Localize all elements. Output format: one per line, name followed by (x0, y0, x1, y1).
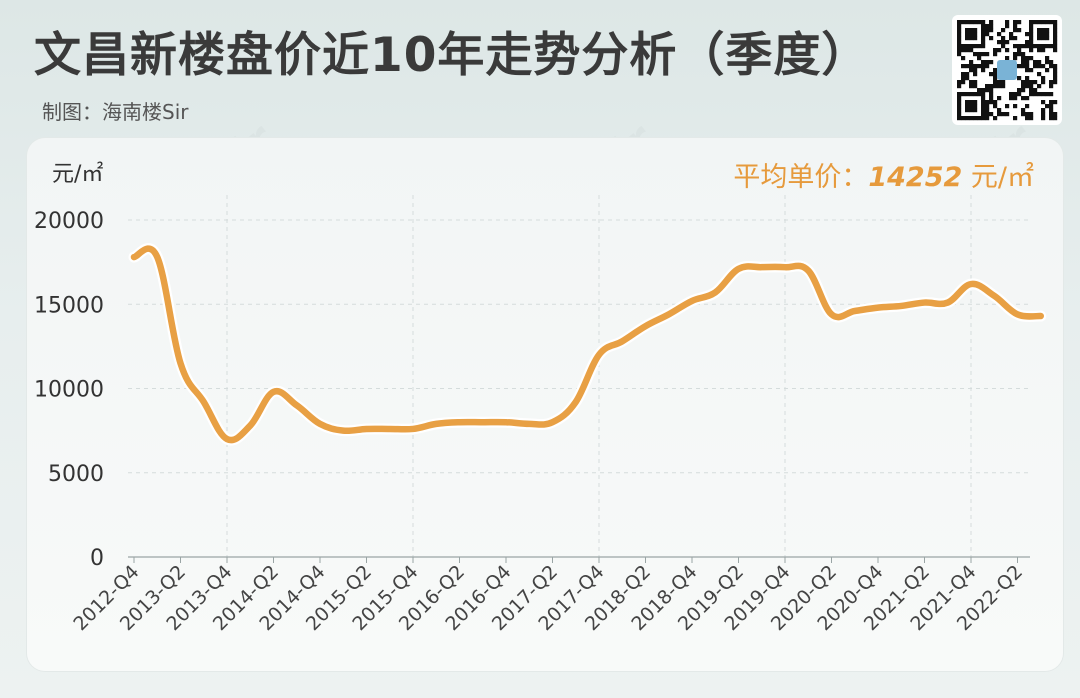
data-point (155, 254, 160, 260)
grid-layer (128, 195, 1030, 557)
series-line (130, 245, 1044, 444)
data-point (410, 426, 416, 432)
data-point (806, 268, 811, 273)
data-point (852, 308, 857, 314)
data-point (224, 436, 230, 442)
data-point (527, 421, 532, 427)
data-point (922, 300, 927, 305)
data-point (945, 300, 950, 305)
qr-code-icon (957, 20, 1058, 121)
qr-code (952, 15, 1062, 125)
data-point (736, 266, 741, 272)
data-point (782, 264, 788, 270)
line-layer (128, 243, 1047, 446)
data-point (689, 298, 695, 304)
data-point (271, 389, 276, 395)
y-tick-label: 10000 (34, 378, 104, 403)
page-title: 文昌新楼盘价近10年走势分析（季度） (34, 28, 870, 83)
data-point (248, 423, 253, 428)
data-point (434, 421, 439, 427)
data-point (503, 420, 509, 425)
y-tick-label: 15000 (34, 293, 104, 318)
data-point (317, 421, 323, 427)
data-point (968, 281, 974, 287)
data-point (387, 426, 392, 432)
data-point (341, 428, 346, 433)
series-line-halo (128, 243, 1047, 446)
average-price-label: 平均单价： (733, 162, 869, 193)
y-tick-label: 0 (90, 546, 104, 571)
page-subtitle: 制图：海南楼Sir (42, 100, 189, 124)
data-point (550, 420, 555, 425)
data-point (643, 323, 648, 329)
average-price-unit: 元/㎡ (970, 162, 1034, 193)
data-point (992, 293, 997, 299)
data-point (713, 290, 718, 295)
data-point (364, 426, 369, 432)
data-point (178, 361, 183, 366)
data-point (666, 312, 671, 317)
data-point (201, 399, 206, 405)
data-point (1015, 312, 1020, 317)
y-tick-label: 20000 (34, 209, 104, 234)
data-point (457, 420, 462, 425)
data-point (480, 420, 485, 425)
data-point (294, 403, 299, 408)
axis-layer (128, 556, 1030, 563)
data-point (596, 352, 602, 357)
average-price: 平均单价：14252 元/㎡ (733, 155, 1034, 194)
data-point (573, 399, 578, 405)
y-tick-label: 5000 (48, 462, 104, 487)
data-point (759, 264, 764, 270)
data-point (620, 339, 625, 344)
data-point (899, 303, 904, 309)
data-point (1038, 313, 1043, 319)
average-price-value: 14252 (868, 162, 963, 193)
data-point (131, 254, 137, 260)
y-axis-unit: 元/㎡ (52, 162, 104, 187)
data-point (829, 312, 834, 317)
data-point (875, 305, 881, 310)
